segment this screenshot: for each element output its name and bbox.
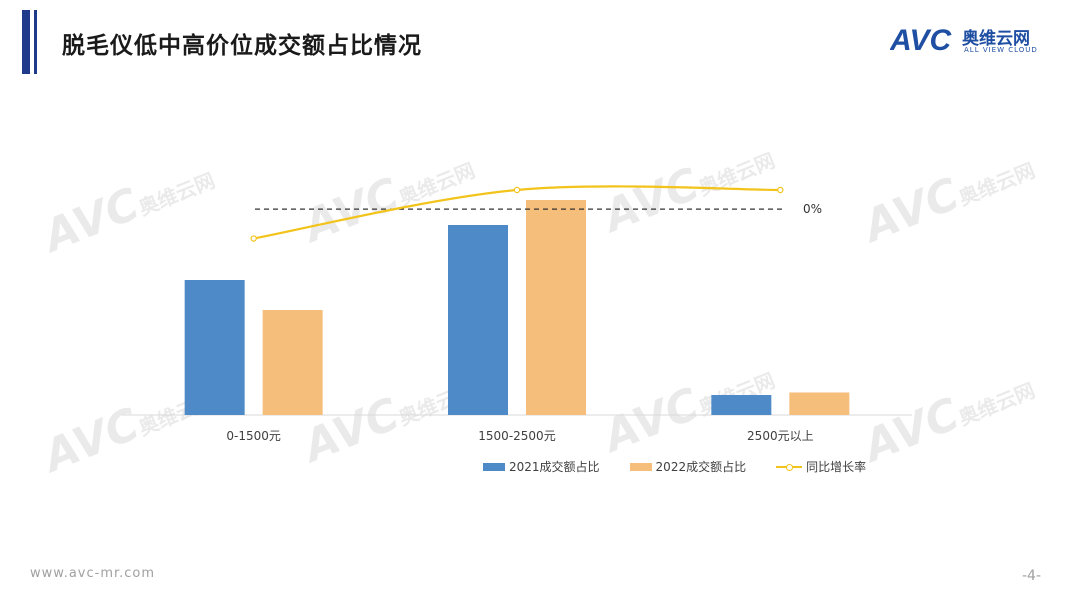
legend-swatch-2021 [483,462,505,471]
bar-2021-0 [184,280,245,415]
legend-label-growth: 同比增长率 [806,460,867,474]
avc-logo: AVC 奥维云网 ALL VIEW CLOUD [889,22,1060,62]
growth-rate-point-2 [777,186,784,194]
legend-label-2021: 2021成交额占比 [509,460,600,474]
bar-2021-2 [711,395,772,415]
avc-logo-mark: AVC [890,24,952,57]
avc-logo-icon: AVC [889,24,952,57]
page-number: -4- [1022,568,1042,584]
bar-2022-1 [526,200,586,415]
bar-2022-0 [262,310,323,415]
x-tick-label: 1500-2500元 [478,429,555,443]
chart-legend: 2021成交额占比 2022成交额占比 同比增长率 [483,458,866,475]
zero-reference-label: 0% [803,202,822,216]
growth-rate-line [253,185,781,240]
bar-2022-2 [789,392,850,415]
footer-url: www.avc-mr.com [30,566,156,581]
x-tick-label: 0-1500元 [226,429,281,443]
legend-label-2022: 2022成交额占比 [655,460,747,474]
legend-item-2021: 2021成交额占比 [483,458,600,475]
growth-rate-point-0 [250,235,257,242]
growth-rate-point-1 [513,186,521,194]
x-tick-label: 2500元以上 [747,429,814,443]
title-accent-bar [22,10,37,74]
logo-tagline: ALL VIEW CLOUD [964,46,1038,54]
logo-cn-text: 奥维云网 [962,29,1030,49]
legend-swatch-2022 [629,462,652,471]
page-title: 脱毛仪低中高价位成交额占比情况 [62,33,422,59]
legend-swatch-growth [776,462,803,472]
legend-item-2022: 2022成交额占比 [629,458,747,475]
legend-item-growth: 同比增长率 [776,458,866,475]
bar-2021-1 [448,225,508,415]
